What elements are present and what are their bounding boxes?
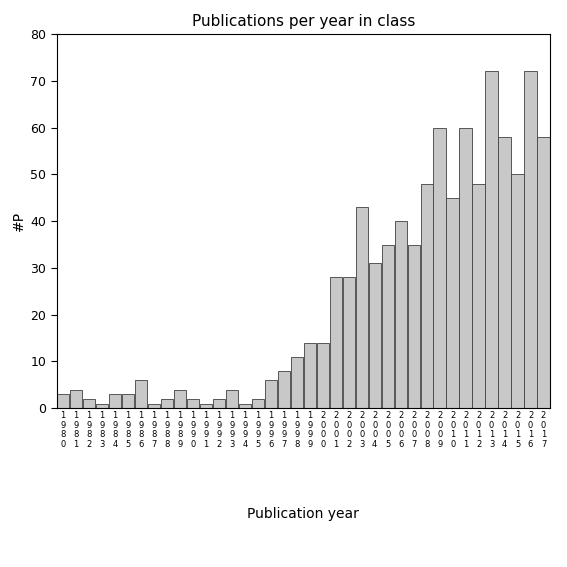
Bar [524, 71, 537, 408]
Bar [265, 380, 277, 408]
Bar [511, 175, 524, 408]
Bar [342, 277, 355, 408]
Bar [304, 342, 316, 408]
Bar [408, 244, 420, 408]
Bar [395, 221, 407, 408]
Bar [213, 399, 225, 408]
Bar [446, 198, 459, 408]
Y-axis label: #P: #P [12, 211, 26, 231]
Bar [96, 404, 108, 408]
Bar [83, 399, 95, 408]
Bar [498, 137, 511, 408]
Bar [200, 404, 212, 408]
Bar [174, 390, 186, 408]
Bar [252, 399, 264, 408]
Bar [329, 277, 342, 408]
Bar [278, 371, 290, 408]
Bar [538, 137, 549, 408]
Bar [459, 128, 472, 408]
Bar [135, 380, 147, 408]
Bar [148, 404, 160, 408]
Bar [70, 390, 82, 408]
Bar [382, 244, 394, 408]
Bar [421, 184, 433, 408]
Bar [291, 357, 303, 408]
Bar [316, 342, 329, 408]
Bar [239, 404, 251, 408]
Title: Publications per year in class: Publications per year in class [192, 14, 415, 29]
Bar [356, 207, 368, 408]
Bar [187, 399, 199, 408]
Bar [109, 394, 121, 408]
Bar [226, 390, 238, 408]
Bar [161, 399, 173, 408]
Bar [485, 71, 498, 408]
Bar [472, 184, 485, 408]
X-axis label: Publication year: Publication year [247, 507, 359, 522]
Bar [369, 263, 381, 408]
Bar [57, 394, 69, 408]
Bar [122, 394, 134, 408]
Bar [434, 128, 446, 408]
